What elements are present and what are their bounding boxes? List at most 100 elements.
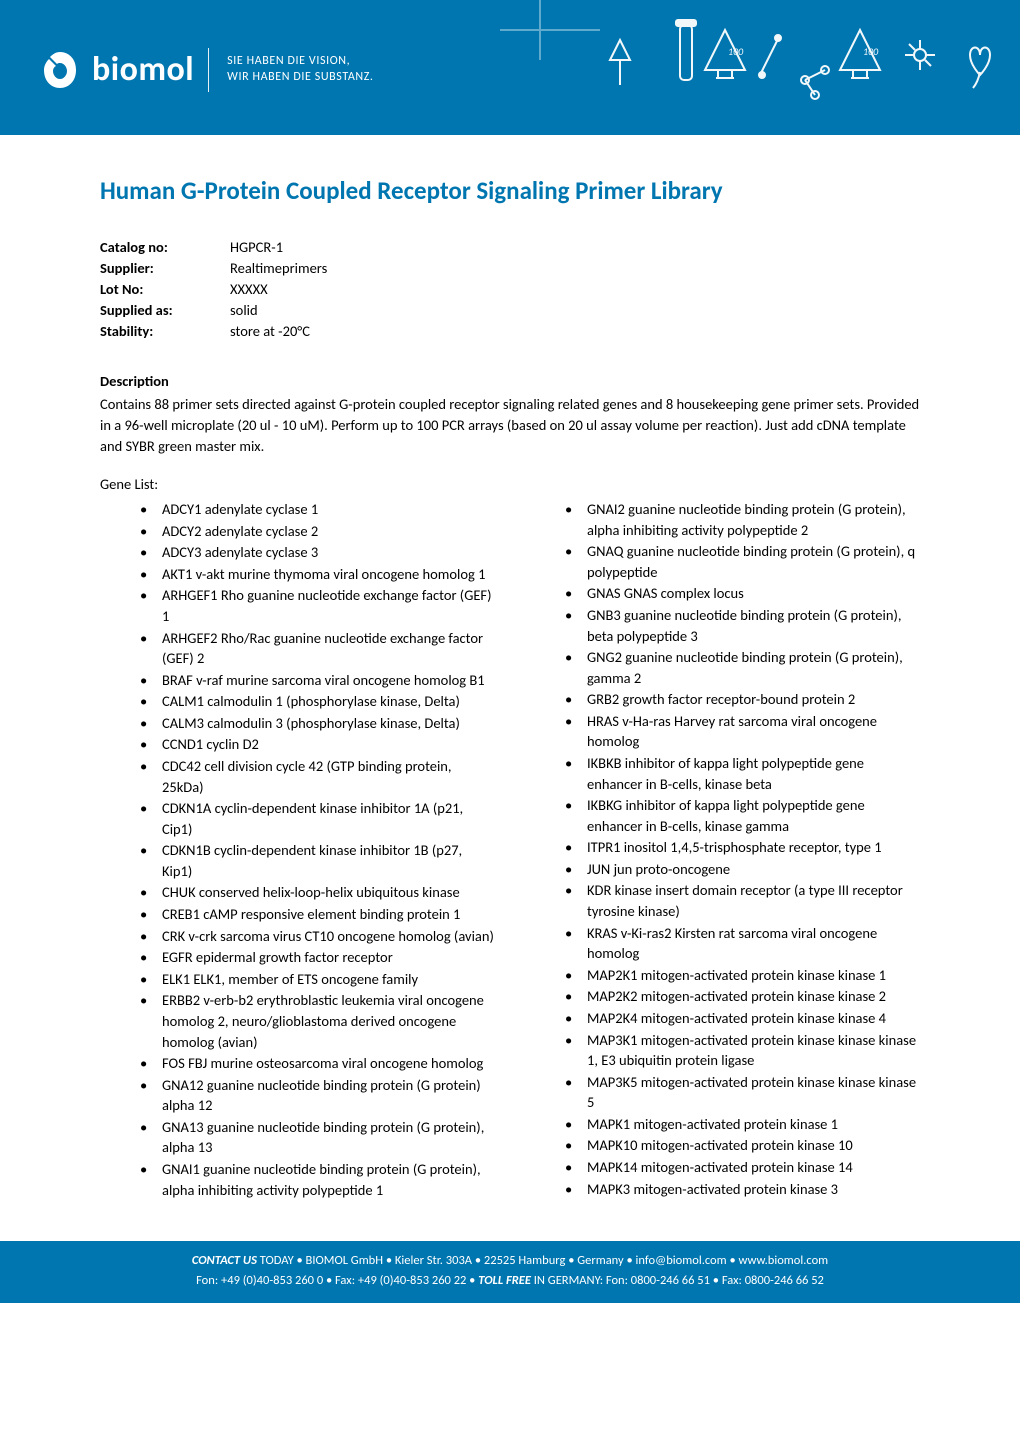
bullet-icon: •	[140, 1075, 162, 1116]
gene-list-item: •CREB1 cAMP responsive element binding p…	[100, 904, 495, 925]
bullet-icon: •	[140, 756, 162, 797]
gene-list-item: •ARHGEF1 Rho guanine nucleotide exchange…	[100, 585, 495, 626]
gene-text: IKBKB inhibitor of kappa light polypepti…	[587, 753, 920, 794]
gene-text: FOS FBJ murine osteosarcoma viral oncoge…	[162, 1053, 495, 1074]
metadata-table: Catalog no: HGPCR-1 Supplier: Realtimepr…	[100, 238, 920, 340]
gene-text: GNAQ guanine nucleotide binding protein …	[587, 541, 920, 582]
logo-divider	[208, 48, 209, 92]
footer-line-2: Fon: +49 (0)40-853 260 0 • Fax: +49 (0)4…	[20, 1271, 1000, 1291]
bullet-icon: •	[140, 882, 162, 903]
gene-list-item: •ERBB2 v-erb-b2 erythroblastic leukemia …	[100, 990, 495, 1052]
gene-list-item: •CCND1 cyclin D2	[100, 734, 495, 755]
gene-text: ELK1 ELK1, member of ETS oncogene family	[162, 969, 495, 990]
gene-list-item: •JUN jun proto-oncogene	[525, 859, 920, 880]
gene-text: MAP2K4 mitogen-activated protein kinase …	[587, 1008, 920, 1029]
gene-text: MAPK14 mitogen-activated protein kinase …	[587, 1157, 920, 1178]
description-text: Contains 88 primer sets directed against…	[100, 394, 920, 457]
gene-text: GNAS GNAS complex locus	[587, 583, 920, 604]
bullet-icon: •	[140, 947, 162, 968]
bullet-icon: •	[565, 965, 587, 986]
gene-text: ADCY1 adenylate cyclase 1	[162, 499, 495, 520]
bullet-icon: •	[140, 734, 162, 755]
meta-row-lot: Lot No: XXXXX	[100, 280, 920, 298]
gene-list-item: •MAPK1 mitogen-activated protein kinase …	[525, 1114, 920, 1135]
bullet-icon: •	[565, 541, 587, 582]
gene-list-heading: Gene List:	[100, 475, 920, 493]
gene-list-item: •MAPK3 mitogen-activated protein kinase …	[525, 1179, 920, 1200]
bullet-icon: •	[140, 798, 162, 839]
bullet-icon: •	[140, 542, 162, 563]
bullet-icon: •	[140, 840, 162, 881]
gene-list-item: •CDKN1B cyclin-dependent kinase inhibito…	[100, 840, 495, 881]
gene-text: CDKN1B cyclin-dependent kinase inhibitor…	[162, 840, 495, 881]
gene-text: MAP2K1 mitogen-activated protein kinase …	[587, 965, 920, 986]
bullet-icon: •	[565, 753, 587, 794]
gene-list-item: •MAP3K5 mitogen-activated protein kinase…	[525, 1072, 920, 1113]
bullet-icon: •	[565, 605, 587, 646]
bullet-icon: •	[140, 585, 162, 626]
gene-text: MAPK1 mitogen-activated protein kinase 1	[587, 1114, 920, 1135]
gene-list-item: •ITPR1 inositol 1,4,5-trisphosphate rece…	[525, 837, 920, 858]
footer-line-1: CONTACT US TODAY • BIOMOL GmbH • Kieler …	[20, 1251, 1000, 1271]
bullet-icon: •	[565, 1157, 587, 1178]
gene-text: ITPR1 inositol 1,4,5-trisphosphate recep…	[587, 837, 920, 858]
bullet-icon: •	[140, 904, 162, 925]
gene-text: AKT1 v-akt murine thymoma viral oncogene…	[162, 564, 495, 585]
gene-text: MAPK3 mitogen-activated protein kinase 3	[587, 1179, 920, 1200]
gene-text: GNAI1 guanine nucleotide binding protein…	[162, 1159, 495, 1200]
logo-block: biomol SIE HABEN DIE VISION, WIR HABEN D…	[38, 48, 374, 92]
meta-row-catalog: Catalog no: HGPCR-1	[100, 238, 920, 256]
gene-text: ERBB2 v-erb-b2 erythroblastic leukemia v…	[162, 990, 495, 1052]
bullet-icon: •	[565, 1135, 587, 1156]
gene-list-item: •AKT1 v-akt murine thymoma viral oncogen…	[100, 564, 495, 585]
gene-list-item: •CALM3 calmodulin 3 (phosphorylase kinas…	[100, 713, 495, 734]
gene-list-item: •IKBKB inhibitor of kappa light polypept…	[525, 753, 920, 794]
bullet-icon: •	[140, 926, 162, 947]
brand-name: biomol	[92, 53, 194, 87]
gene-list-item: •GNAS GNAS complex locus	[525, 583, 920, 604]
bullet-icon: •	[140, 1117, 162, 1158]
gene-text: KRAS v-Ki-ras2 Kirsten rat sarcoma viral…	[587, 923, 920, 964]
bullet-icon: •	[565, 689, 587, 710]
gene-list-item: •GNG2 guanine nucleotide binding protein…	[525, 647, 920, 688]
gene-list-item: •ARHGEF2 Rho/Rac guanine nucleotide exch…	[100, 628, 495, 669]
footer-banner: CONTACT US TODAY • BIOMOL GmbH • Kieler …	[0, 1241, 1020, 1303]
gene-text: JUN jun proto-oncogene	[587, 859, 920, 880]
bullet-icon: •	[140, 969, 162, 990]
bullet-icon: •	[565, 1008, 587, 1029]
gene-text: ARHGEF1 Rho guanine nucleotide exchange …	[162, 585, 495, 626]
bullet-icon: •	[565, 880, 587, 921]
meta-label: Stability:	[100, 322, 230, 340]
bullet-icon: •	[565, 1072, 587, 1113]
meta-value: solid	[230, 301, 258, 319]
header-banner: biomol SIE HABEN DIE VISION, WIR HABEN D…	[0, 0, 1020, 135]
gene-text: GRB2 growth factor receptor-bound protei…	[587, 689, 920, 710]
bullet-icon: •	[140, 564, 162, 585]
gene-list-item: •GRB2 growth factor receptor-bound prote…	[525, 689, 920, 710]
brand-logo-icon	[38, 48, 82, 92]
meta-label: Supplier:	[100, 259, 230, 277]
gene-list-item: •ADCY1 adenylate cyclase 1	[100, 499, 495, 520]
gene-text: GNAI2 guanine nucleotide binding protein…	[587, 499, 920, 540]
gene-list-item: •CRK v-crk sarcoma virus CT10 oncogene h…	[100, 926, 495, 947]
gene-list-item: •GNAI2 guanine nucleotide binding protei…	[525, 499, 920, 540]
tagline-line-1: SIE HABEN DIE VISION,	[227, 54, 373, 70]
gene-text: CHUK conserved helix-loop-helix ubiquito…	[162, 882, 495, 903]
bullet-icon: •	[565, 1030, 587, 1071]
gene-text: CDC42 cell division cycle 42 (GTP bindin…	[162, 756, 495, 797]
meta-row-supplied-as: Supplied as: solid	[100, 301, 920, 319]
gene-text: MAP3K5 mitogen-activated protein kinase …	[587, 1072, 920, 1113]
gene-text: ADCY2 adenylate cyclase 2	[162, 521, 495, 542]
gene-list-item: •HRAS v-Ha-ras Harvey rat sarcoma viral …	[525, 711, 920, 752]
bullet-icon: •	[140, 990, 162, 1052]
gene-list-item: •ELK1 ELK1, member of ETS oncogene famil…	[100, 969, 495, 990]
footer-line-1-text: TODAY • BIOMOL GmbH • Kieler Str. 303A •…	[257, 1253, 828, 1268]
meta-value: store at -20°C	[230, 322, 310, 340]
gene-list: •ADCY1 adenylate cyclase 1•ADCY2 adenyla…	[100, 499, 920, 1201]
gene-text: CALM3 calmodulin 3 (phosphorylase kinase…	[162, 713, 495, 734]
gene-list-item: •MAP2K1 mitogen-activated protein kinase…	[525, 965, 920, 986]
gene-list-item: •CDC42 cell division cycle 42 (GTP bindi…	[100, 756, 495, 797]
bullet-icon: •	[140, 521, 162, 542]
gene-list-item: •MAP2K4 mitogen-activated protein kinase…	[525, 1008, 920, 1029]
bullet-icon: •	[565, 711, 587, 752]
